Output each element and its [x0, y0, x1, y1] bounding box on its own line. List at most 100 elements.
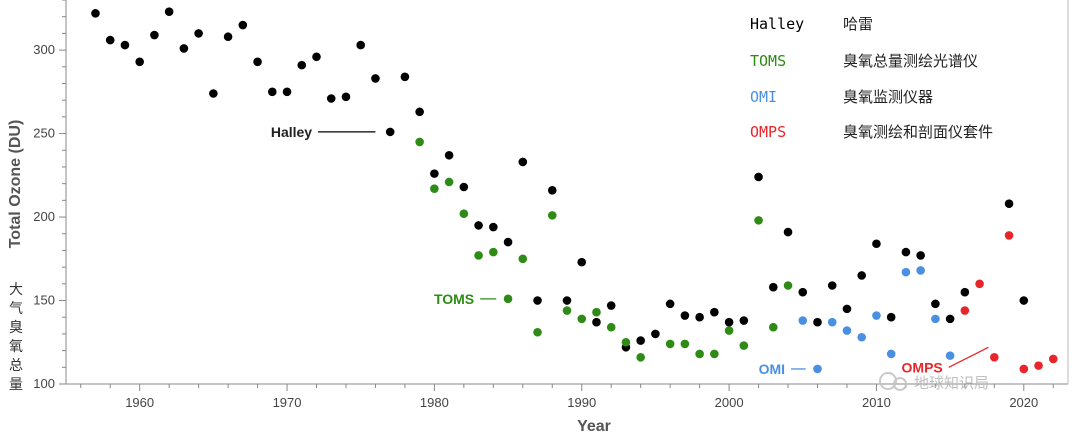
point-toms	[518, 254, 528, 264]
point-halley	[444, 150, 454, 160]
point-toms	[724, 326, 734, 335]
point-halley	[768, 282, 778, 292]
point-omps	[1034, 361, 1043, 370]
point-halley	[209, 89, 218, 98]
point-halley	[798, 287, 808, 297]
point-halley	[813, 317, 822, 327]
point-omps	[1019, 364, 1029, 374]
point-halley	[960, 287, 970, 297]
point-halley	[356, 40, 366, 50]
point-halley	[385, 127, 395, 137]
point-halley	[592, 317, 601, 327]
y-tick-label: 100	[33, 376, 55, 391]
point-omi	[798, 316, 808, 325]
point-omi	[945, 351, 955, 360]
point-toms	[533, 327, 542, 337]
point-halley	[931, 299, 940, 309]
y-axis-title-chinese-char: 氧	[9, 339, 23, 355]
x-tick-label: 1960	[125, 395, 154, 410]
point-toms	[415, 137, 424, 147]
point-halley	[1019, 296, 1029, 305]
point-omi	[813, 364, 822, 374]
point-halley	[857, 271, 867, 280]
point-halley	[695, 312, 704, 322]
x-tick-label: 2000	[715, 395, 744, 410]
y-axis-title-chinese-char: 气	[9, 301, 23, 317]
legend-name-halley: Halley	[750, 15, 804, 33]
point-halley	[238, 20, 248, 30]
point-halley	[739, 316, 749, 325]
point-toms	[444, 177, 454, 187]
point-halley	[636, 336, 645, 345]
point-toms	[665, 339, 675, 349]
point-halley	[518, 157, 528, 167]
point-halley	[680, 311, 690, 320]
y-axis-title-chinese-char: 臭	[9, 320, 23, 336]
point-omps	[990, 352, 999, 362]
point-toms	[489, 247, 498, 257]
x-minor-ticks	[80, 384, 1054, 391]
point-halley	[179, 44, 189, 53]
y-minor-ticks	[59, 0, 66, 385]
x-tick-label: 2020	[1009, 395, 1038, 410]
legend-desc-omps: 臭氧测绘和剖面仪套件	[843, 123, 993, 141]
point-halley	[503, 237, 513, 247]
legend-desc-toms: 臭氧总量测绘光谱仪	[843, 52, 978, 70]
point-halley	[371, 74, 380, 83]
point-halley	[253, 57, 262, 67]
point-halley	[400, 72, 410, 82]
point-toms	[547, 211, 557, 220]
point-halley	[665, 299, 675, 309]
point-halley	[886, 312, 896, 322]
point-halley	[901, 247, 911, 257]
point-omi	[931, 314, 940, 324]
legend-name-toms: TOMS	[750, 52, 786, 70]
point-halley	[577, 257, 587, 267]
point-halley	[164, 7, 174, 16]
x-tick-label: 2010	[862, 395, 891, 410]
point-halley	[194, 29, 203, 38]
point-omps	[1004, 231, 1014, 240]
point-halley	[827, 281, 837, 290]
y-axis-title-chinese-char: 大	[9, 282, 23, 298]
point-omi	[842, 326, 852, 335]
point-halley	[562, 296, 572, 305]
point-halley	[533, 296, 542, 305]
point-toms	[768, 322, 778, 332]
point-toms	[783, 281, 793, 290]
y-axis-title-chinese-char: 量	[9, 377, 23, 393]
point-halley	[105, 35, 115, 45]
y-axis-title: Total Ozone (DU)	[7, 120, 24, 249]
point-halley	[710, 307, 719, 317]
point-halley	[842, 304, 852, 314]
legend: Halley 哈雷 TOMS 臭氧总量测绘光谱仪 OMI 臭氧监测仪器 OMPS…	[750, 15, 993, 141]
x-axis-title: Year	[577, 418, 611, 432]
annotation-halley: Halley	[271, 124, 312, 140]
point-toms	[592, 307, 601, 317]
point-halley	[945, 314, 955, 324]
point-omi	[916, 266, 925, 275]
y-tick-label: 300	[33, 42, 55, 57]
watermark-logo-icon	[879, 372, 897, 390]
point-halley	[474, 221, 483, 230]
point-toms	[754, 216, 763, 225]
point-halley	[120, 40, 130, 50]
x-tick-label: 1980	[420, 395, 449, 410]
point-halley	[415, 107, 424, 117]
point-halley	[297, 60, 307, 70]
series-annotations: Halley TOMS OMI OMPS	[271, 124, 989, 377]
legend-name-omi: OMI	[750, 88, 777, 106]
point-omi	[857, 332, 867, 342]
y-tick-label: 150	[33, 293, 55, 308]
point-halley	[547, 186, 557, 195]
watermark-text: 地球知识局	[914, 374, 989, 392]
annotation-omi: OMI	[759, 361, 785, 377]
point-halley	[282, 87, 292, 97]
point-omps	[1048, 354, 1058, 364]
annotation-toms: TOMS	[434, 291, 474, 307]
point-omi	[827, 317, 837, 327]
point-halley	[91, 9, 100, 18]
point-toms	[710, 349, 719, 359]
point-halley	[430, 169, 439, 178]
